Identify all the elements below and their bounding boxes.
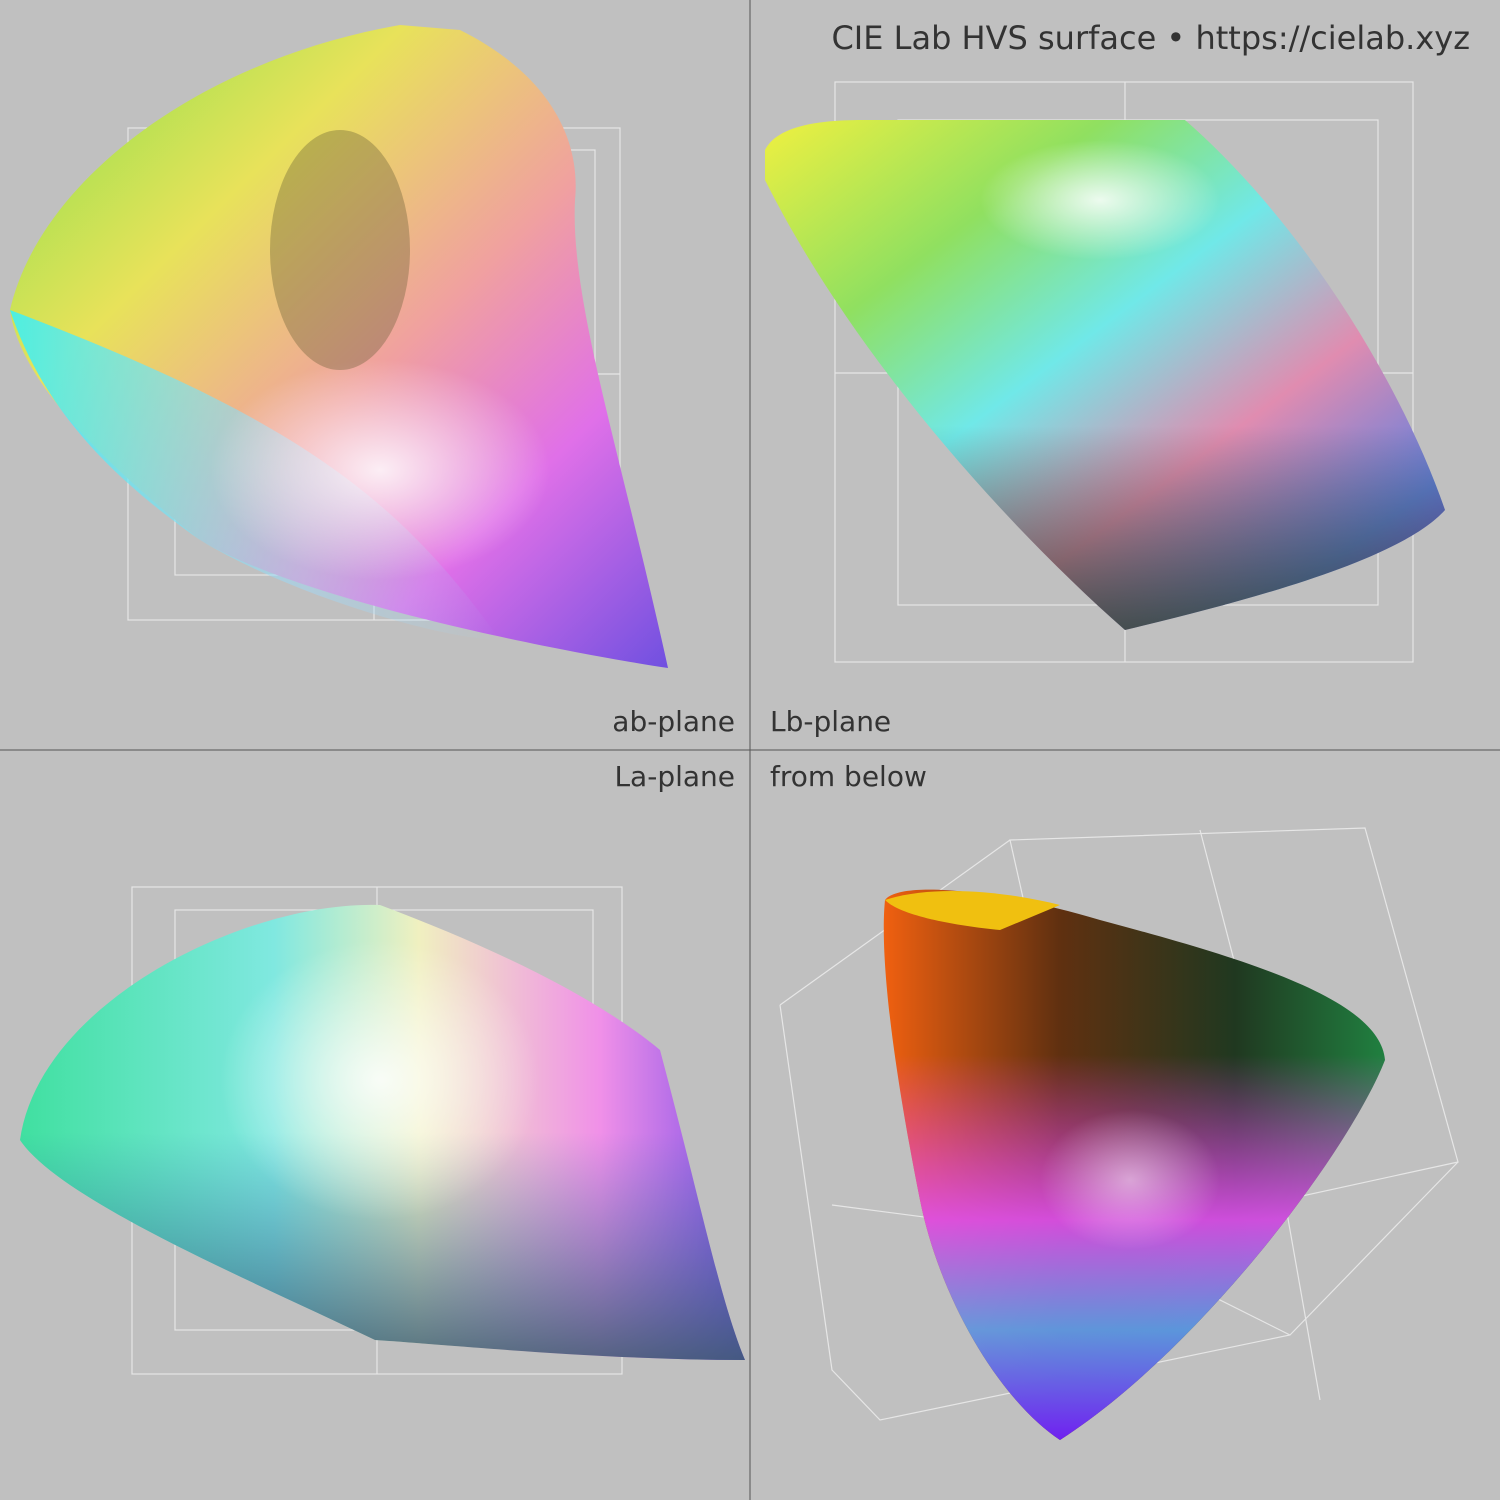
panel-label: ab-plane (612, 705, 735, 738)
panel-label: from below (770, 760, 927, 793)
from-below-view (779, 827, 1459, 1440)
panel-label: La-plane (614, 760, 735, 793)
lb-plane-view (765, 81, 1445, 663)
la-plane-view (20, 886, 745, 1375)
page-title: CIE Lab HVS surface • https://cielab.xyz (831, 19, 1470, 57)
ab-plane-view (10, 25, 668, 668)
panel-label: Lb-plane (770, 705, 891, 738)
